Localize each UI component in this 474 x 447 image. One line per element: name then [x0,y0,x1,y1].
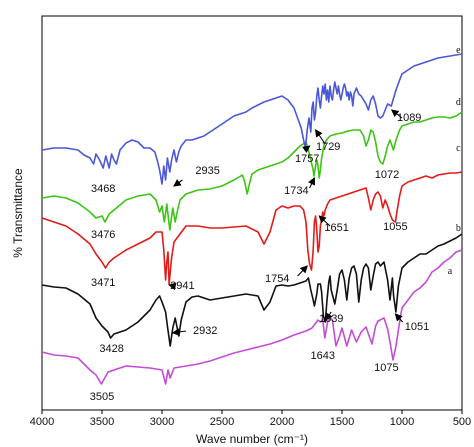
series-line-e [41,53,463,185]
x-tick-label: 2000 [270,416,294,428]
series-layer [41,53,463,385]
series-letter-c: c [456,143,461,154]
peak-label: 2932 [193,325,217,337]
peak-label: 3505 [90,391,114,403]
annotation-arrow [297,265,308,277]
series-letter-e: e [456,45,461,56]
plot-frame [41,15,463,411]
x-tick-label: 2500 [210,416,234,428]
peak-label: 3476 [91,229,115,241]
annotation-arrow [318,215,331,227]
annotation-arrow [308,177,316,189]
annotation-arrow [302,145,311,154]
series-line-c [41,171,463,285]
x-axis-title: Wave number (cm⁻¹) [196,432,308,446]
x-tick-label: 500 [453,416,471,428]
peak-label: 3468 [91,183,115,195]
x-tick-label: 1500 [330,416,354,428]
peak-label: 1075 [374,362,398,374]
series-letter-d: d [456,97,461,108]
x-axis-ticks: 4000 3500 3000 2500 2000 1500 1000 500 [30,410,471,428]
peak-label: 1055 [383,221,407,233]
peak-label: 2941 [170,280,194,292]
annotation-arrow [173,179,183,187]
annotation-arrow [171,328,187,336]
peak-label: 1051 [405,321,429,333]
series-line-b [41,233,463,347]
peak-label: 1089 [397,112,421,124]
peak-label: 2935 [195,165,219,177]
x-tick-label: 3500 [90,416,114,428]
series-letter-a: a [448,266,453,277]
peak-label: 3428 [99,343,123,355]
peak-label: 3471 [91,277,115,289]
annotation-arrow [168,282,177,291]
peak-label: 1639 [319,313,343,325]
annotation-arrow [314,129,326,145]
peak-label: 1643 [311,350,335,362]
series-letter-b: b [456,223,461,234]
annotation-arrow [390,109,403,119]
x-tick-label: 4000 [30,416,54,428]
series-line-a [41,249,463,385]
series-line-d [41,111,463,231]
peak-label: 1729 [316,141,340,153]
series-letter-layer: e d c b a [448,45,461,277]
peak-label: 1754 [265,273,289,285]
peak-label: 1734 [284,185,308,197]
peak-label: 1757 [295,153,319,165]
annotation-arrow [325,311,333,321]
peak-label: 1072 [375,169,399,181]
annotation-arrow [394,313,404,323]
x-tick-label: 3000 [150,416,174,428]
x-tick-label: 1000 [390,416,414,428]
peak-label: 1651 [324,222,348,234]
arrow-layer [168,109,404,336]
y-axis-title: % Transmittance [11,168,25,258]
